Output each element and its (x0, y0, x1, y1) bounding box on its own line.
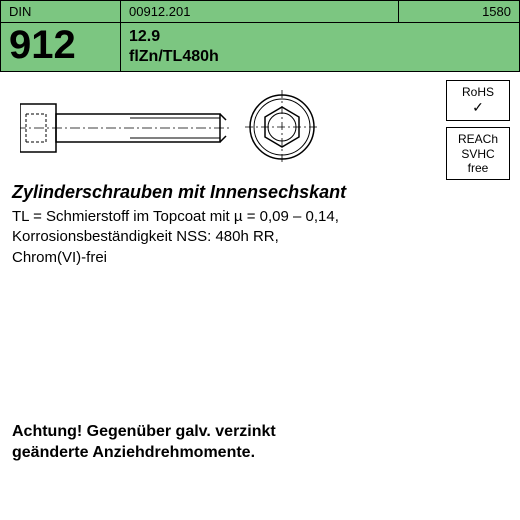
rohs-check-icon: ✓ (449, 99, 507, 116)
code-right: 1580 (399, 1, 519, 22)
screw-hex-view-icon (245, 90, 319, 164)
rohs-badge: RoHS ✓ (446, 80, 510, 121)
desc-line-2: Korrosionsbeständigkeit NSS: 480h RR, (12, 227, 508, 247)
din-label: DIN (1, 1, 121, 22)
description-block: Zylinderschrauben mit Innensechskant TL … (0, 182, 520, 268)
header-block: DIN 00912.201 1580 912 12.9 flZn/TL480h (0, 0, 520, 72)
compliance-badges: RoHS ✓ REACh SVHC free (446, 80, 510, 180)
header-top-row: DIN 00912.201 1580 (1, 1, 519, 23)
rohs-label: RoHS (449, 85, 507, 99)
reach-line3: free (449, 161, 507, 175)
warning-footer: Achtung! Gegenüber galv. verzinkt geände… (12, 422, 508, 464)
desc-line-1: TL = Schmierstoff im Topcoat mit µ = 0,0… (12, 207, 508, 227)
screw-side-view-icon (20, 100, 230, 156)
technical-drawing (0, 72, 520, 182)
reach-line1: REACh (449, 132, 507, 146)
spec-column: 12.9 flZn/TL480h (121, 23, 519, 71)
product-title: Zylinderschrauben mit Innensechskant (12, 182, 508, 203)
desc-line-3: Chrom(VI)-frei (12, 248, 508, 268)
reach-badge: REACh SVHC free (446, 127, 510, 180)
footer-line-1: Achtung! Gegenüber galv. verzinkt (12, 422, 508, 443)
header-main-row: 912 12.9 flZn/TL480h (1, 23, 519, 71)
standard-number: 912 (1, 23, 121, 71)
reach-line2: SVHC (449, 147, 507, 161)
coating-spec: flZn/TL480h (129, 48, 511, 66)
code-middle: 00912.201 (121, 1, 399, 22)
strength-class: 12.9 (129, 28, 511, 46)
footer-line-2: geänderte Anziehdrehmomente. (12, 443, 508, 464)
